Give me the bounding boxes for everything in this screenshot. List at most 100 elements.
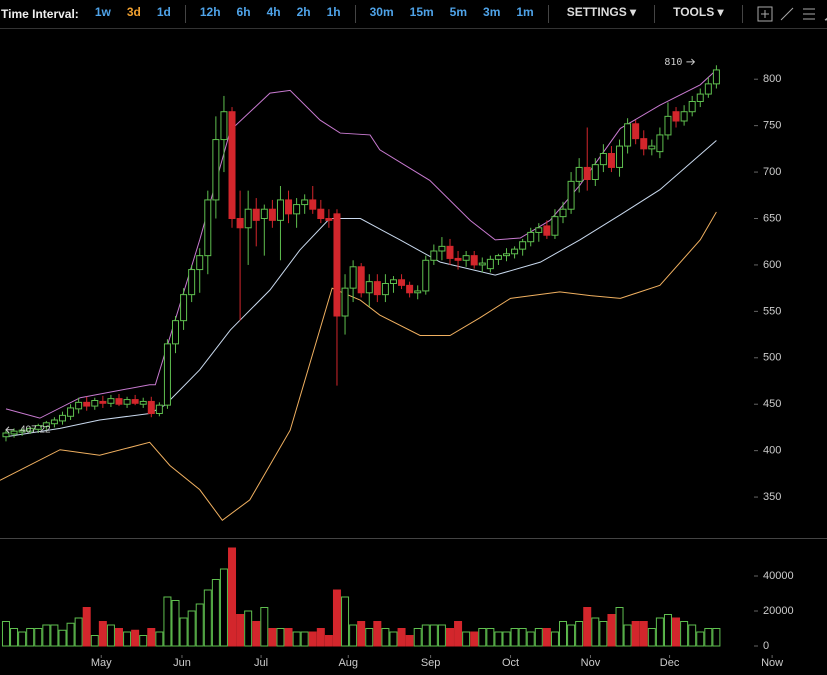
candle-body [204,199,212,257]
volume-bar [462,631,471,647]
volume-bar [583,606,592,647]
volume-bar [268,627,277,647]
candle-body [131,399,139,404]
volume-bar [244,610,253,647]
volume-bar [10,627,19,647]
volume-bar [647,627,656,647]
x-tick-label: Aug [338,657,358,669]
volume-bar [680,620,689,647]
interval-button[interactable]: 1h [326,5,341,19]
volume-bar [74,617,83,647]
volume-bar [260,606,269,647]
volume-bar [510,627,519,647]
volume-bar [300,631,309,647]
candle-body [196,255,204,271]
volume-bar [349,624,358,647]
volume-bar [147,627,156,647]
volume-bar [50,624,59,647]
candle-body [123,399,131,405]
candle-body [163,343,171,406]
interval-button[interactable]: 1m [516,5,534,19]
volume-bar [341,596,350,647]
candle-body [276,199,284,221]
candle-body [680,111,688,122]
volume-bar [155,631,164,647]
candle-body [212,139,220,201]
interval-button[interactable]: 1w [94,5,111,19]
x-tick-label: May [91,657,112,669]
candle-body [607,153,615,168]
menu-button[interactable]: SETTINGS [555,5,648,23]
y-tick-label: 600 [763,259,781,271]
interval-button[interactable]: 3d [126,5,141,19]
volume-bar [211,578,220,647]
drawing-tools[interactable] [757,5,827,23]
interval-button[interactable]: 12h [199,5,221,19]
candle-body [2,432,10,438]
volume-bar [389,631,398,647]
volume-bar [518,627,527,647]
candle-body [42,422,50,427]
candle-body [236,218,244,229]
interval-button[interactable]: 2h [296,5,311,19]
interval-button[interactable]: 6h [236,5,251,19]
separator [547,5,549,23]
volume-bar [284,627,293,647]
interval-button[interactable]: 30m [369,5,394,19]
candle-body [228,111,236,219]
candle-body [430,250,438,261]
candle-body [696,93,704,102]
separator [741,5,743,23]
candle-body [325,218,333,221]
volume-bar [470,631,479,647]
volume-bar [34,627,43,647]
candle-body [648,145,656,150]
y-tick-label: 0 [763,640,769,652]
candle-body [252,208,260,221]
volume-bar [18,631,27,647]
candle-body [414,290,422,294]
volume-bar [623,624,632,647]
candle-body [244,208,252,229]
candle-body [357,266,365,294]
volume-bar [252,620,261,647]
volume-bar [445,627,454,647]
candle-body [422,259,430,292]
volume-bar [1,620,10,647]
candle-body [583,166,591,181]
candle-body [91,400,99,407]
volume-bar [90,634,99,647]
candle-body [333,213,341,317]
candle-body [10,430,18,435]
volume-bar [203,589,212,647]
interval-button[interactable]: 1d [156,5,171,19]
candle-body [478,262,486,266]
volume-bar [58,629,67,647]
volume-bar [615,606,624,647]
volume-bar [219,568,228,647]
volume-bar [66,622,75,647]
chart: 350 400 450 500 550 600 650 700 750 800 810 407.22 0… [0,57,827,669]
interval-button[interactable]: 4h [266,5,281,19]
x-tick-label: Sep [421,657,441,669]
high-label: 810 [664,57,682,68]
interval-button[interactable]: 3m [483,5,501,19]
candle-body [34,425,42,430]
interval-button[interactable]: 15m [409,5,434,19]
volume-bar [276,627,285,647]
candle-body [704,83,712,95]
volume-bar [98,620,107,647]
menu-button[interactable]: TOOLS [661,5,735,23]
volume-bar [324,634,333,647]
candle-body [398,279,406,286]
volume-bar [139,634,148,647]
candle-body [527,231,535,243]
volume-bar [486,627,495,647]
interval-button[interactable]: 5m [449,5,468,19]
candle-body [285,199,293,215]
candle-body [268,208,276,221]
candle-body [155,404,163,414]
toolbar: Time Interval: 1w 3d 1d 12h 6h 4h 2h 1h 30m 15m 5m… [0,0,827,29]
candle-body [172,320,180,345]
volume-bar [405,634,414,647]
